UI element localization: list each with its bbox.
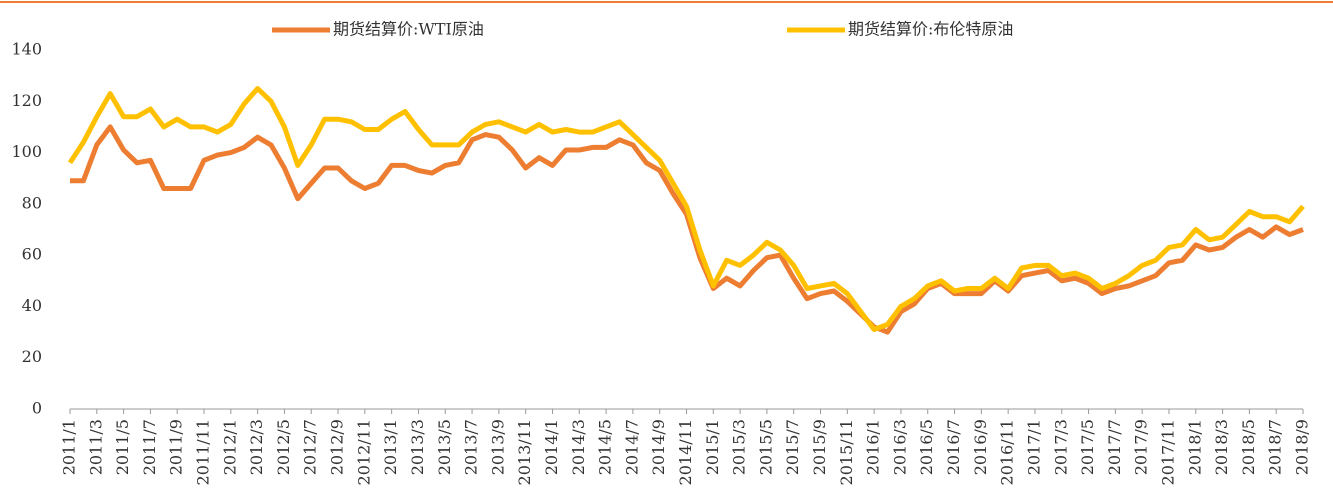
- x-tick-label: 2014/3: [569, 419, 588, 475]
- x-tick-label: 2014/1: [542, 419, 561, 475]
- x-tick-label: 2017/3: [1051, 419, 1070, 475]
- x-tick-label: 2015/9: [810, 419, 829, 475]
- y-tick-label: 60: [22, 245, 42, 264]
- series-line: [67, 86, 1305, 332]
- x-tick-label: 2014/5: [596, 419, 615, 475]
- x-tick-label: 2013/11: [515, 419, 534, 485]
- x-tick-label: 2013/9: [488, 419, 507, 475]
- x-tick-label: 2015/1: [703, 419, 722, 475]
- x-tick-label: 2017/1: [1024, 419, 1043, 475]
- y-tick-label: 40: [22, 296, 42, 315]
- x-tick-label: 2011/1: [60, 419, 79, 475]
- x-tick-label: 2013/1: [381, 419, 400, 475]
- x-tick-label: 2014/7: [622, 419, 641, 475]
- x-tick-label: 2016/3: [890, 419, 909, 475]
- x-tick-label: 2012/11: [354, 419, 373, 485]
- x-tick-label: 2011/5: [113, 419, 132, 475]
- x-tick-label: 2018/5: [1239, 419, 1258, 475]
- x-tick-label: 2018/1: [1185, 419, 1204, 475]
- x-tick-label: 2015/7: [783, 419, 802, 475]
- x-tick-label: 2014/9: [649, 419, 668, 475]
- x-tick-label: 2017/9: [1132, 419, 1151, 475]
- y-tick-label: 20: [22, 347, 42, 366]
- x-tick-label: 2013/5: [435, 419, 454, 475]
- x-tick-label: 2013/3: [408, 419, 427, 475]
- x-tick-label: 2018/3: [1212, 419, 1231, 475]
- x-tick-label: 2017/7: [1105, 419, 1124, 475]
- y-tick-label: 80: [22, 193, 42, 212]
- x-tick-label: 2015/3: [730, 419, 749, 475]
- y-tick-label: 120: [11, 91, 42, 110]
- x-tick-label: 2018/9: [1293, 419, 1312, 475]
- x-tick-label: 2016/11: [998, 419, 1017, 485]
- x-tick-label: 2013/7: [462, 419, 481, 475]
- x-tick-label: 2011/3: [86, 419, 105, 475]
- x-tick-label: 2011/11: [194, 419, 213, 485]
- x-tick-label: 2018/7: [1266, 419, 1285, 475]
- x-tick-label: 2012/3: [247, 419, 266, 475]
- series-line: [70, 124, 1304, 335]
- legend-label: 期货结算价:布伦特原油: [848, 20, 1013, 39]
- x-tick-label: 2016/7: [944, 419, 963, 475]
- x-tick-label: 2011/9: [167, 419, 186, 475]
- x-tick-label: 2015/11: [837, 419, 856, 485]
- x-tick-label: 2012/9: [328, 419, 347, 475]
- x-tick-label: 2015/5: [756, 419, 775, 475]
- x-tick-label: 2012/7: [301, 419, 320, 475]
- x-tick-label: 2016/1: [864, 419, 883, 475]
- x-tick-label: 2012/5: [274, 419, 293, 475]
- x-tick-label: 2016/5: [917, 419, 936, 475]
- legend-label: 期货结算价:WTI原油: [333, 20, 484, 39]
- x-tick-label: 2017/11: [1158, 419, 1177, 485]
- x-tick-label: 2014/11: [676, 419, 695, 485]
- x-tick-label: 2017/5: [1078, 419, 1097, 475]
- y-tick-label: 100: [11, 142, 42, 161]
- y-tick-label: 0: [32, 399, 42, 418]
- x-tick-label: 2012/1: [220, 419, 239, 475]
- x-tick-label: 2016/9: [971, 419, 990, 475]
- x-tick-label: 2011/7: [140, 419, 159, 475]
- y-tick-label: 140: [11, 40, 42, 59]
